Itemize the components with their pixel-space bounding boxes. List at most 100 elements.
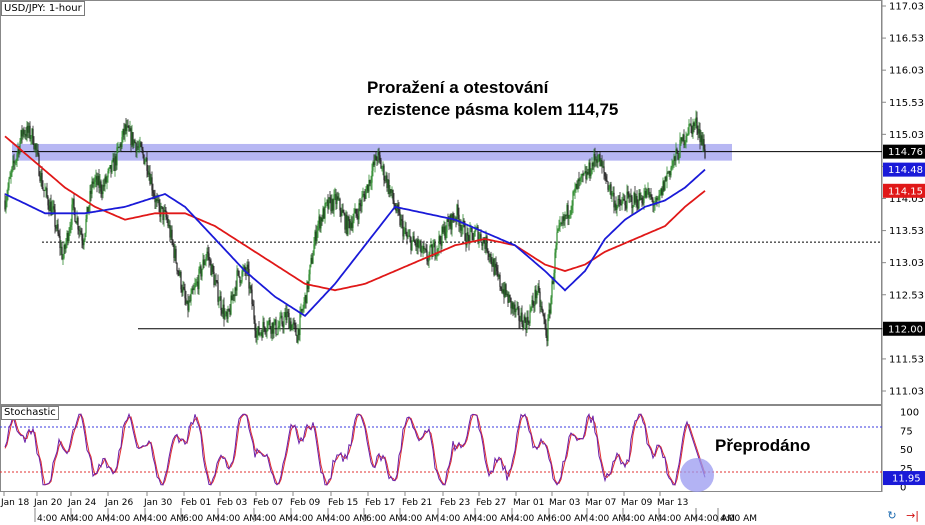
candle-body [350, 222, 352, 229]
candle-body [379, 155, 381, 161]
candle-body [244, 266, 246, 272]
candle-body [701, 135, 703, 145]
price-tick-label: 116.53 [889, 34, 924, 45]
candle-body [584, 171, 586, 173]
candle-body [50, 201, 52, 216]
price-pane-frame [0, 0, 882, 405]
oversold-marker [680, 458, 714, 492]
candle-body [43, 189, 45, 191]
close-icon[interactable]: →| [906, 509, 919, 522]
candle-body [190, 293, 192, 302]
candle-body [158, 199, 160, 206]
candle-body [370, 182, 372, 184]
candle-body [155, 199, 157, 203]
candle-body [420, 240, 422, 253]
candle-body [599, 154, 601, 167]
candle-body [40, 172, 42, 182]
candle-body [306, 281, 308, 304]
candle-body [667, 172, 669, 174]
candle-body [319, 216, 321, 229]
price-tick-label: 111.53 [889, 354, 924, 365]
candle-body [630, 195, 632, 197]
candle-body [295, 325, 297, 336]
candle-body [137, 146, 139, 148]
candle-body [236, 270, 238, 291]
candle-body [361, 196, 363, 207]
candle-body [214, 280, 216, 286]
candle-body [70, 224, 72, 227]
candle-body [58, 233, 60, 237]
sync-icon[interactable]: ↻ [887, 509, 897, 522]
candle-body [91, 181, 93, 194]
candle-body [433, 242, 435, 248]
candle-body [166, 217, 168, 219]
date-label: Jan 24 [67, 498, 96, 508]
time-label: 4:00 AM [330, 514, 367, 524]
candle-body [494, 263, 496, 275]
candle-body [665, 176, 667, 181]
candle-body [477, 226, 479, 243]
candle-body [694, 123, 696, 127]
candle-body [111, 161, 113, 173]
candle-body [354, 208, 356, 214]
candle-body [520, 312, 522, 322]
candle-body [67, 233, 69, 242]
candle-body [100, 181, 102, 192]
candle-body [160, 206, 162, 217]
candle-body [237, 270, 239, 272]
candle-body [405, 228, 407, 235]
candle-body [143, 154, 145, 164]
candle-body [553, 272, 555, 284]
candle-body [425, 248, 427, 251]
candle-body [230, 295, 232, 315]
candle-body [173, 245, 175, 258]
candle-body [156, 199, 158, 202]
candle-body [144, 161, 146, 164]
candle-body [551, 281, 553, 298]
candle-body [264, 327, 266, 332]
date-label: Feb 17 [365, 498, 395, 508]
candle-body [10, 173, 12, 177]
candle-body [343, 212, 345, 215]
candle-body [109, 165, 111, 168]
candle-body [88, 205, 90, 214]
candle-body [104, 176, 106, 187]
candle-body [318, 216, 320, 224]
candle-body [610, 184, 612, 196]
candle-body [312, 255, 314, 264]
candle-body [690, 123, 692, 126]
candle-body [263, 322, 265, 328]
candle-body [299, 313, 301, 336]
candle-body [331, 199, 333, 212]
price-tick-label: 114.03 [889, 194, 924, 205]
time-label: 4:00 AM [220, 514, 257, 524]
candle-body [406, 234, 408, 238]
price-badge [883, 144, 925, 159]
symbol-label: USD/JPY: 1-hour [1, 1, 85, 16]
candle-body [692, 122, 694, 135]
candle-body [562, 216, 564, 224]
candle-body [670, 167, 672, 176]
candle-body [695, 117, 697, 124]
candle-body [97, 175, 99, 185]
candle-body [313, 244, 315, 256]
candle-body [309, 264, 311, 275]
candle-body [132, 132, 134, 146]
candle-body [386, 175, 388, 188]
candle-body [529, 310, 531, 324]
candle-body [681, 137, 683, 142]
candle-body [94, 179, 96, 182]
candle-body [502, 289, 504, 293]
candle-body [172, 240, 174, 246]
candle-body [266, 327, 268, 332]
candle-body [460, 224, 462, 231]
time-label: 4:00 AM [147, 514, 184, 524]
candle-body [322, 208, 324, 222]
candle-body [200, 266, 202, 277]
candle-body [366, 184, 368, 190]
candle-body [615, 203, 617, 211]
candle-body [564, 214, 566, 221]
candle-body [174, 248, 176, 258]
candle-body [611, 193, 613, 196]
candle-body [92, 181, 94, 184]
